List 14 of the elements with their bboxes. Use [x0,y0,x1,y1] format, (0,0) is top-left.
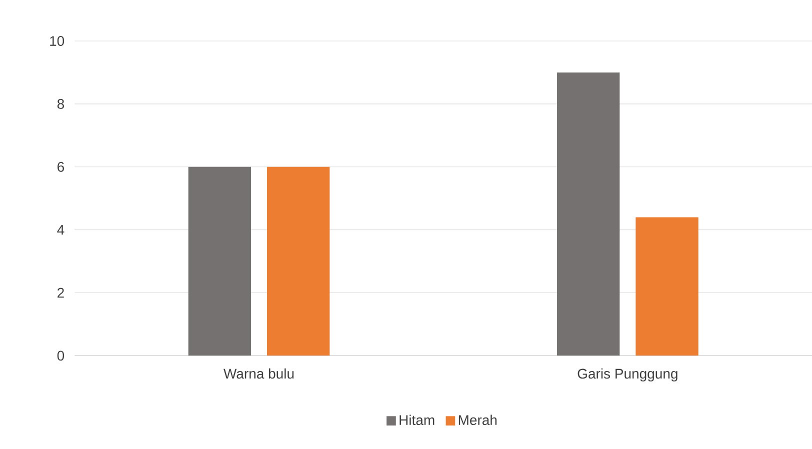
bar [267,166,330,356]
legend-label: Merah [458,414,497,426]
legend-label: Hitam [400,414,434,426]
bar [636,217,698,356]
x-tick-label: Garis Punggung [578,368,678,382]
bar [557,72,620,356]
y-tick-label: 8 [57,98,64,109]
bar [188,166,252,356]
x-tick-label: Warna bulu [224,368,294,379]
y-tick-label: 4 [57,224,64,235]
y-tick-label: 2 [58,288,64,298]
y-tick-label: 6 [58,162,64,172]
y-tick-label: 0 [57,350,64,361]
y-tick-label: 10 [50,36,64,46]
